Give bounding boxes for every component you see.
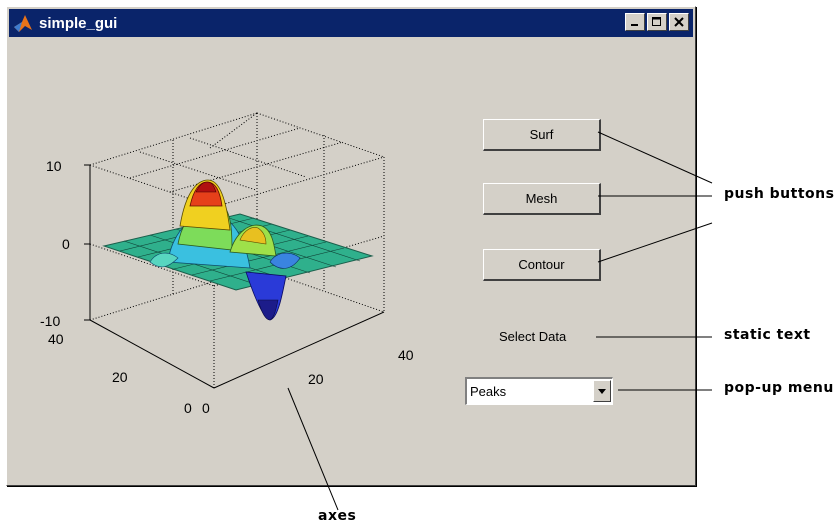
popup-menu-annotation: pop-up menu xyxy=(724,380,834,396)
z-tick-label: 10 xyxy=(46,158,62,174)
y-tick-label: 40 xyxy=(48,331,64,347)
x-tick-label: 20 xyxy=(308,371,324,387)
push-buttons-annotation: push buttons xyxy=(724,186,835,202)
x-tick-label: 0 xyxy=(202,400,210,416)
select-data-label: Select Data xyxy=(499,329,567,344)
z-tick-label: -10 xyxy=(40,313,60,329)
z-tick-label: 0 xyxy=(62,236,70,252)
window-title: simple_gui xyxy=(39,14,118,32)
x-tick-label: 40 xyxy=(398,347,414,363)
minimize-icon[interactable] xyxy=(625,13,645,31)
surf-button[interactable]: Surf xyxy=(483,119,601,151)
axes-annotation: axes xyxy=(318,508,357,524)
close-icon[interactable] xyxy=(669,13,689,31)
maximize-icon[interactable] xyxy=(647,13,667,31)
title-bar[interactable]: simple_gui xyxy=(9,9,693,37)
chevron-down-icon[interactable] xyxy=(593,380,611,402)
matlab-logo-icon xyxy=(13,12,35,34)
contour-button[interactable]: Contour xyxy=(483,249,601,281)
data-popup-menu[interactable]: Peaks xyxy=(465,377,613,405)
mesh-button[interactable]: Mesh xyxy=(483,183,601,215)
static-text-annotation: static text xyxy=(724,327,811,343)
popup-selected-value: Peaks xyxy=(470,384,507,399)
y-tick-label: 0 xyxy=(184,400,192,416)
y-tick-label: 20 xyxy=(112,369,128,385)
